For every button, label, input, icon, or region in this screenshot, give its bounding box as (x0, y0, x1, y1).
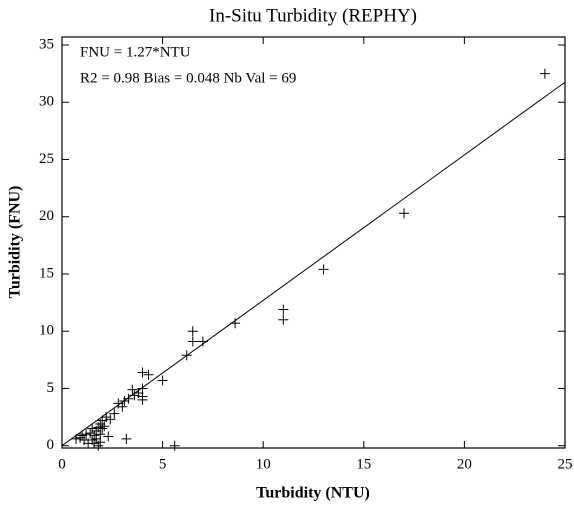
y-tick-label: 35 (39, 36, 54, 52)
y-tick-label: 25 (39, 151, 54, 167)
annotation: FNU = 1.27*NTU (80, 44, 191, 60)
y-tick-label: 10 (39, 323, 54, 339)
point (278, 304, 289, 315)
point (137, 394, 148, 405)
point (97, 423, 108, 434)
x-tick-label: 10 (256, 456, 271, 472)
point (77, 430, 88, 441)
point (123, 393, 134, 404)
y-tick-label: 15 (39, 265, 54, 281)
x-tick-label: 20 (457, 456, 472, 472)
point (95, 437, 106, 448)
point (129, 390, 140, 401)
point (539, 68, 550, 79)
y-tick-label: 20 (39, 208, 54, 224)
point (278, 314, 289, 325)
x-tick-label: 5 (159, 456, 167, 472)
point (71, 433, 82, 444)
point (187, 336, 198, 347)
point (157, 375, 168, 386)
point (119, 396, 130, 407)
point (197, 336, 208, 347)
point (99, 421, 110, 432)
point (137, 367, 148, 378)
plot-frame (61, 36, 566, 449)
x-tick-label: 15 (356, 456, 371, 472)
y-tick-label: 30 (39, 94, 54, 110)
point (399, 208, 410, 219)
point (127, 384, 138, 395)
point (113, 398, 124, 409)
point (187, 326, 198, 337)
point (169, 440, 180, 451)
point (181, 350, 192, 361)
point (87, 423, 98, 434)
x-tick-label: 0 (58, 456, 66, 472)
point (121, 433, 132, 444)
point (143, 369, 154, 380)
fit-line (61, 81, 566, 447)
point (81, 429, 92, 440)
point (85, 428, 96, 439)
point (230, 318, 241, 329)
point (79, 434, 90, 445)
point (105, 414, 116, 425)
point (75, 432, 86, 443)
x-axis-title: Turbidity (NTU) (256, 485, 370, 502)
point (318, 264, 329, 275)
y-tick-label: 5 (47, 380, 55, 396)
y-axis-title: Turbidity (FNU) (7, 186, 24, 299)
x-tick-label: 25 (558, 456, 573, 472)
point (103, 431, 114, 442)
chart-title: In-Situ Turbidity (REPHY) (209, 5, 417, 26)
point (133, 388, 144, 399)
annotation: R2 = 0.98 Bias = 0.048 Nb Val = 69 (80, 70, 296, 86)
y-tick-label: 0 (47, 437, 55, 453)
point (109, 408, 120, 419)
